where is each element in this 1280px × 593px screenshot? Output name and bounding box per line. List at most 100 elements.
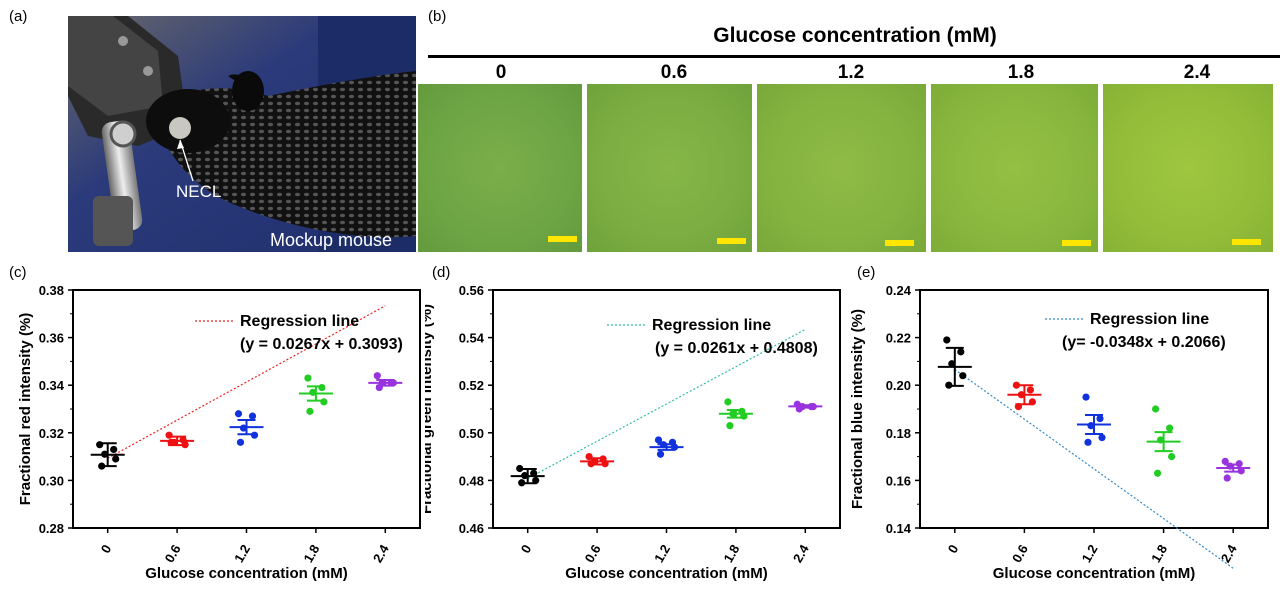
data-point: [1237, 467, 1245, 475]
y-axis-label: Fractional blue intensity (%): [850, 309, 866, 509]
panel-label: (e): [857, 264, 875, 281]
data-point: [167, 438, 175, 446]
data-point: [1028, 398, 1036, 406]
mouse-illustration: [68, 16, 416, 252]
y-tick-label: 0.32: [39, 426, 64, 441]
data-point: [1014, 403, 1022, 411]
data-point: [234, 410, 243, 418]
scale-bar: [548, 236, 577, 242]
legend-label: Regression line: [652, 317, 771, 334]
data-point: [236, 438, 245, 446]
data-point: [96, 441, 104, 449]
y-tick-label: 0.54: [459, 331, 485, 346]
mockup-mouse-label: Mockup mouse: [270, 230, 393, 250]
x-tick-label: 1.8: [1148, 542, 1170, 565]
conc-label-2: 1.2: [837, 62, 865, 83]
data-point: [729, 410, 737, 418]
conc-label-0: 0: [495, 62, 507, 83]
chart-blue-intensity: (e) 0.14 0.16 0.18 0.20 0.22 0.24 0 0.6 1.2 1.8 2.4…: [850, 264, 1269, 582]
data-point: [943, 336, 951, 344]
y-axis-label: Fractional red intensity (%): [17, 313, 34, 506]
y-axis-label: Fractional green intensity (%): [425, 304, 435, 514]
y-tick-label: 0.34: [39, 378, 65, 393]
data-point: [373, 372, 381, 380]
data-point: [1026, 386, 1034, 394]
y-tick-label: 0.18: [886, 426, 911, 441]
x-tick-label: 1.8: [720, 542, 742, 565]
chart-green-intensity: (d) 0.46 0.48 0.50 0.52 0.54 0.56 0 0.6 1.2 1.8 2.4…: [425, 264, 841, 582]
y-tick-label: 0.16: [886, 473, 911, 488]
regression-equation: (y = 0.0261x + 0.4808): [655, 340, 818, 357]
panel-b-label: (b): [428, 8, 447, 25]
y-tick-label: 0.14: [886, 521, 912, 536]
scale-bar: [1062, 240, 1091, 246]
data-point: [1017, 391, 1025, 399]
data-point: [587, 460, 595, 468]
data-point: [670, 443, 679, 451]
legend-label: Regression line: [240, 313, 359, 330]
conc-label-1: 0.6: [660, 62, 688, 83]
y-tick-label: 0.28: [39, 521, 64, 536]
necl-label: NECL: [176, 182, 222, 201]
x-tick-label: 1.8: [300, 542, 322, 565]
y-tick-label: 0.30: [39, 473, 64, 488]
mockup-mouse-photo: NECL Mockup mouse: [68, 16, 416, 252]
fluorescence-image-4: [1103, 84, 1273, 252]
data-point: [521, 472, 529, 480]
data-point: [959, 372, 967, 380]
x-tick-label: 1.2: [1079, 542, 1101, 565]
data-point: [1084, 438, 1092, 446]
data-point: [1221, 457, 1229, 465]
fluorescence-image-0: [418, 84, 582, 252]
panel-b-title: Glucose concentration (mM): [713, 24, 997, 47]
y-tick-label: 0.50: [459, 426, 484, 441]
data-point: [809, 403, 817, 411]
data-point: [957, 348, 965, 356]
data-point: [306, 407, 314, 415]
y-tick-label: 0.38: [39, 283, 64, 298]
data-point: [1166, 424, 1174, 432]
y-tick-label: 0.22: [886, 331, 911, 346]
data-point: [110, 445, 118, 454]
conc-label-3: 1.8: [1007, 62, 1035, 83]
data-point: [1012, 381, 1020, 389]
data-point: [181, 441, 189, 449]
y-tick-label: 0.48: [459, 473, 484, 488]
regression-equation: (y= -0.0348x + 0.2066): [1062, 334, 1226, 351]
data-point: [304, 374, 312, 382]
fluorescence-image-2: [757, 84, 926, 252]
regression-line: [107, 305, 386, 459]
panel-label: (c): [9, 264, 27, 281]
data-point: [601, 460, 609, 468]
data-point: [656, 450, 665, 458]
y-tick-label: 0.56: [459, 283, 484, 298]
scale-bar: [717, 238, 746, 244]
x-axis-label: Glucose concentration (mM): [565, 565, 768, 582]
x-tick-label: 2.4: [1218, 541, 1240, 565]
y-tick-label: 0.36: [39, 331, 64, 346]
scale-bar: [1232, 239, 1261, 245]
data-point: [1082, 393, 1090, 401]
data-point: [112, 455, 120, 463]
data-point: [1154, 469, 1162, 477]
data-point: [518, 479, 526, 487]
data-point: [98, 462, 106, 470]
y-tick-label: 0.20: [886, 378, 911, 393]
data-point: [318, 383, 326, 392]
data-point: [530, 469, 538, 477]
data-point: [659, 441, 668, 449]
data-point: [165, 431, 173, 439]
fluorescence-image-3: [931, 84, 1098, 252]
regression-line: [527, 328, 806, 480]
data-point: [1087, 422, 1095, 430]
data-point: [250, 431, 259, 439]
data-point: [375, 383, 383, 392]
data-point: [945, 381, 953, 389]
panel-a-label: (a): [9, 8, 28, 25]
legend-label: Regression line: [1090, 311, 1209, 328]
data-point: [726, 422, 734, 430]
data-point: [1152, 405, 1160, 413]
x-tick-label: 0: [518, 542, 535, 556]
chart-red-intensity: (c) 0.28 0.30 0.32 0.34 0.36 0.38 0 0.6 1.2 1.8 2.4…: [9, 264, 421, 582]
data-point: [654, 436, 663, 444]
